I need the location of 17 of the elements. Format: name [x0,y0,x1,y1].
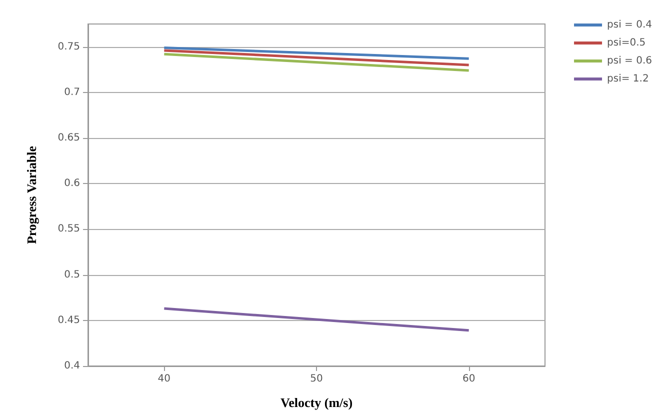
y-tick-label: 0.55 [58,224,80,235]
y-tick-label: 0.7 [64,86,80,98]
legend-label: psi= 1.2 [607,74,649,84]
y-tick-label: 0.6 [64,178,80,190]
x-axis-title: Velocty (m/s) [280,395,353,410]
y-tick-label: 0.65 [58,132,80,144]
y-tick-label: 0.4 [64,360,80,372]
y-tick-label: 0.5 [64,269,80,280]
y-axis-title: Progress Variable [24,146,39,244]
y-tick-label: 0.45 [58,314,80,326]
x-tick-label: 50 [310,374,323,384]
legend-label: psi=0.5 [607,38,646,48]
y-tick-label: 0.75 [58,41,80,52]
legend-label: psi = 0.6 [607,56,652,66]
x-tick-label: 60 [462,374,476,384]
legend-label: psi = 0.4 [607,20,652,30]
x-tick-label: 40 [158,374,171,384]
